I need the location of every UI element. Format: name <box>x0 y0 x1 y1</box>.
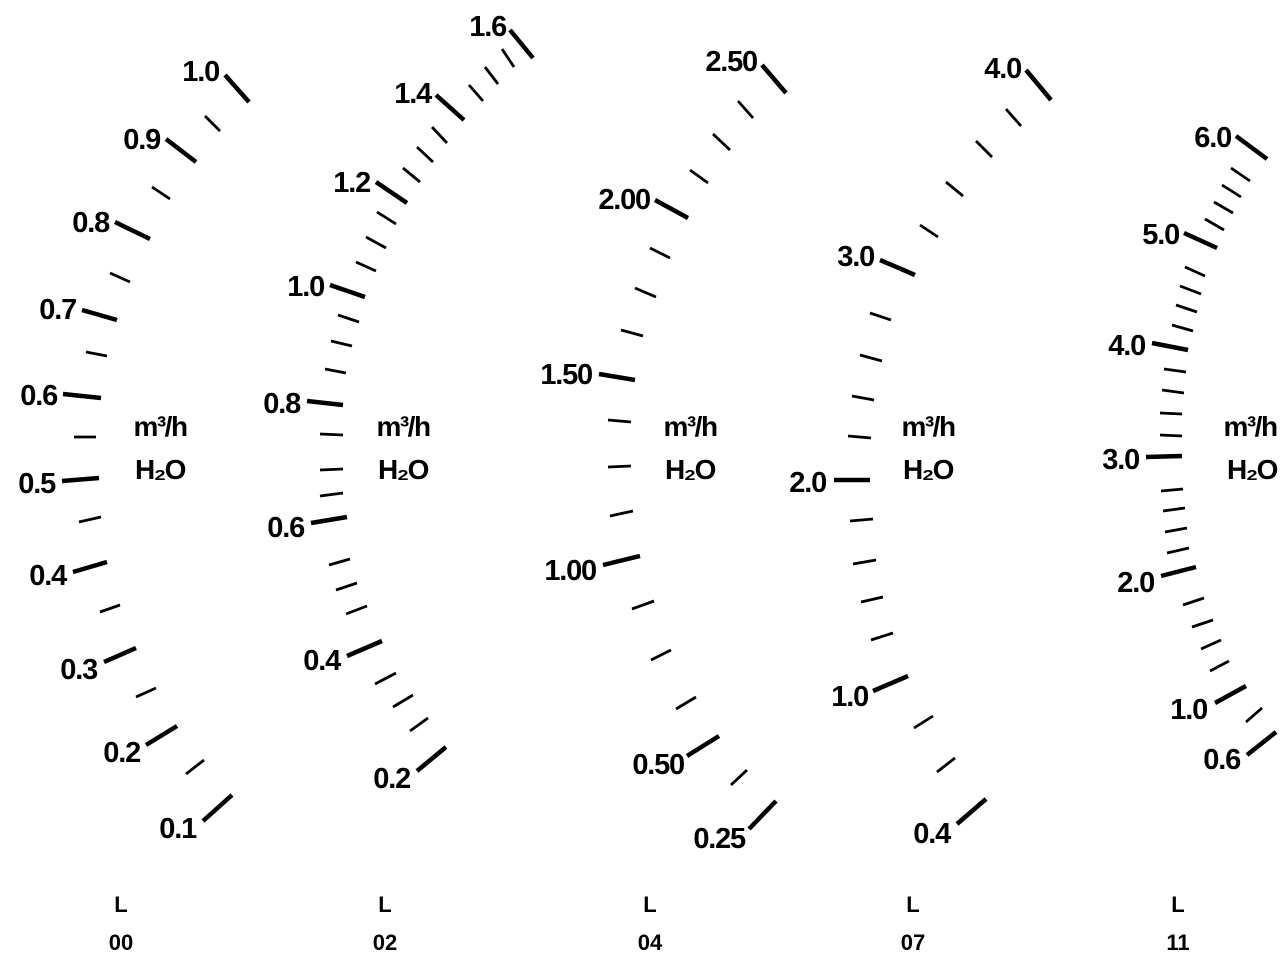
scale-l00-medium: H₂O <box>135 454 186 485</box>
scale-l11-label-5-0: 5.0 <box>1142 219 1179 251</box>
scale-l00-labels: 0.1 0.2 0.3 0.4 0.5 0.6 0.7 0.8 0.9 1.0 <box>18 56 220 845</box>
scale-l04-labels: 0.25 0.50 1.00 1.50 2.00 2.50 <box>540 46 758 855</box>
scale-l07-series-letter: L <box>906 892 919 917</box>
scale-l00-label-0-1: 0.1 <box>159 813 197 845</box>
scale-l04-series-code: 04 <box>638 930 663 955</box>
scale-l07-series-code: 07 <box>901 930 925 955</box>
scale-l07-label-4-0: 4.0 <box>984 53 1021 85</box>
scale-l00-series-code: 00 <box>109 930 133 955</box>
scale-l00-label-0-5: 0.5 <box>18 468 56 500</box>
scale-l11-label-3-0: 3.0 <box>1102 444 1139 476</box>
scale-l11-label-2-0: 2.0 <box>1117 567 1154 599</box>
scale-l11-label-6-0: 6.0 <box>1194 122 1231 154</box>
scale-l00-label-0-3: 0.3 <box>60 654 98 686</box>
scale-l07: 0.4 1.0 2.0 3.0 4.0 m³/h H₂O L 07 <box>789 53 1053 955</box>
scale-l04-label-0-50: 0.50 <box>632 749 684 781</box>
scale-l04-label-2-00: 2.00 <box>598 184 650 216</box>
scale-l11-medium: H₂O <box>1227 454 1278 485</box>
scale-l11-series-letter: L <box>1171 892 1184 917</box>
scale-l02-label-0-2: 0.2 <box>373 763 410 795</box>
scale-l07-label-3-0: 3.0 <box>837 241 874 273</box>
scale-l00-label-0-8: 0.8 <box>72 207 110 239</box>
scale-l02-label-0-6: 0.6 <box>267 512 305 544</box>
scale-l02: 0.2 0.4 0.6 0.8 1.0 1.2 1.4 1.6 m³/h H₂O… <box>263 11 535 955</box>
scale-l02-flow-unit: m³/h <box>376 411 430 442</box>
scale-l11-label-0-6: 0.6 <box>1203 744 1241 776</box>
scale-l02-labels: 0.2 0.4 0.6 0.8 1.0 1.2 1.4 1.6 <box>263 11 508 795</box>
scale-l04-ticks <box>598 63 788 831</box>
scale-l02-label-1-6: 1.6 <box>469 11 507 43</box>
scale-l02-series-letter: L <box>378 892 391 917</box>
scale-l11-label-1-0: 1.0 <box>1170 694 1207 726</box>
scale-l07-label-2-0: 2.0 <box>789 467 826 499</box>
scale-l02-label-1-2: 1.2 <box>333 167 370 199</box>
scale-l11-flow-unit: m³/h <box>1223 411 1277 442</box>
scale-l00-label-0-2: 0.2 <box>103 737 140 769</box>
scale-l07-label-0-4: 0.4 <box>913 818 951 850</box>
scale-l11-labels: 0.6 1.0 2.0 3.0 4.0 5.0 6.0 <box>1102 122 1242 776</box>
scale-l07-ticks <box>834 68 1053 826</box>
scale-l00: 0.1 0.2 0.3 0.4 0.5 0.6 0.7 0.8 0.9 1.0 … <box>18 56 251 955</box>
scale-l02-label-0-4: 0.4 <box>303 645 341 677</box>
scale-l00-series-letter: L <box>114 892 127 917</box>
scale-l07-flow-unit: m³/h <box>901 411 955 442</box>
scale-l04-series-letter: L <box>643 892 656 917</box>
scale-l02-label-1-0: 1.0 <box>287 271 324 303</box>
scale-l00-label-1-0: 1.0 <box>182 56 219 88</box>
scale-l07-medium: H₂O <box>903 454 954 485</box>
scale-l02-ticks <box>306 28 535 773</box>
scale-l00-label-0-9: 0.9 <box>123 124 161 156</box>
scale-l04-label-2-50: 2.50 <box>705 46 757 78</box>
scale-l11-series-code: 11 <box>1166 930 1189 955</box>
scale-l04: 0.25 0.50 1.00 1.50 2.00 2.50 m³/h H₂O L… <box>540 46 788 955</box>
scale-l04-label-1-00: 1.00 <box>544 555 596 587</box>
scale-l02-label-1-4: 1.4 <box>394 78 432 110</box>
scale-l00-flow-unit: m³/h <box>133 411 187 442</box>
scale-l02-medium: H₂O <box>378 454 429 485</box>
scale-l04-medium: H₂O <box>665 454 716 485</box>
scale-l00-ticks <box>61 73 251 823</box>
scale-l11-label-4-0: 4.0 <box>1108 330 1145 362</box>
scale-l00-label-0-6: 0.6 <box>20 380 58 412</box>
scale-l04-label-1-50: 1.50 <box>540 359 592 391</box>
scale-l00-label-0-7: 0.7 <box>39 294 76 326</box>
scale-l11: 0.6 1.0 2.0 3.0 4.0 5.0 6.0 m³/h H₂O L 1… <box>1102 122 1279 955</box>
scale-l04-label-0-25: 0.25 <box>693 823 746 855</box>
scale-l04-flow-unit: m³/h <box>663 411 717 442</box>
scale-l02-label-0-8: 0.8 <box>263 388 301 420</box>
scale-l02-series-code: 02 <box>373 930 397 955</box>
scale-l07-label-1-0: 1.0 <box>831 681 868 713</box>
scale-l00-label-0-4: 0.4 <box>29 560 67 592</box>
scale-l07-labels: 0.4 1.0 2.0 3.0 4.0 <box>789 53 1022 850</box>
scale-l11-ticks <box>1145 134 1278 757</box>
